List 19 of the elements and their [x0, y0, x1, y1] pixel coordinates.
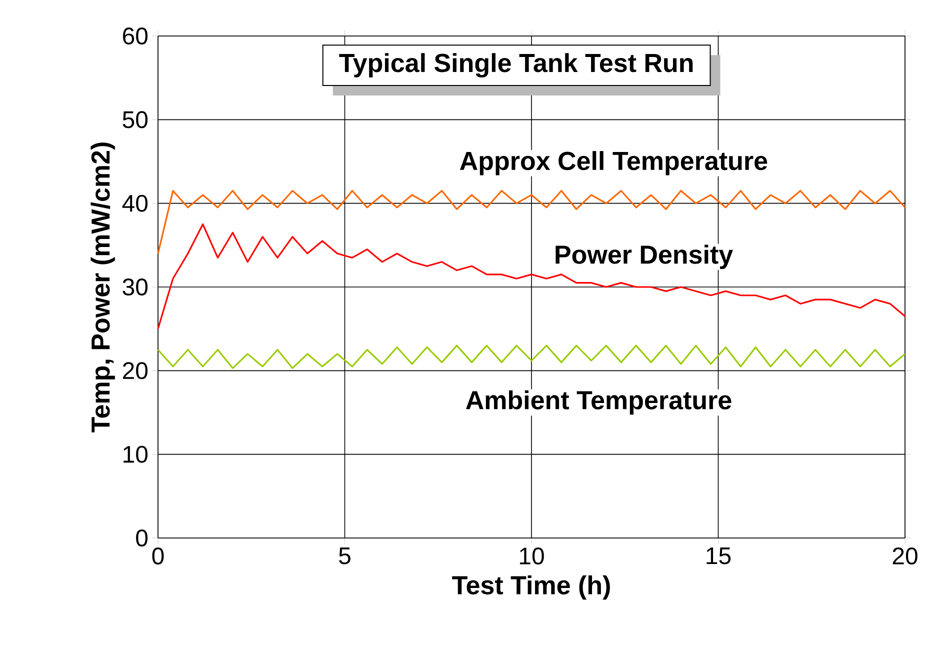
x-tick-label: 20	[892, 548, 918, 565]
y-tick-label: 20	[122, 362, 148, 380]
y-tick-label: 50	[122, 111, 148, 128]
series-label: Ambient Temperature	[466, 390, 732, 415]
x-tick-label: 0	[152, 548, 164, 565]
text: Typical Single Tank Test Run	[339, 53, 693, 78]
line-series	[157, 344, 906, 369]
y-tick-label: 60	[123, 27, 148, 44]
series-label: Power Density	[556, 244, 733, 269]
y-tick-label: 30	[122, 278, 148, 296]
x-tick-label: 15	[706, 548, 731, 564]
y-tick-label: 40	[122, 194, 148, 212]
y-tick-label: 10	[124, 446, 148, 463]
x-tick-label: 5	[339, 548, 350, 564]
y-tick-label: 0	[136, 529, 148, 546]
x-tick-label: 10	[520, 548, 544, 565]
x-axis-title: Test Time (h)	[452, 575, 610, 600]
series-label: Approx Cell Temperature	[460, 151, 768, 176]
y-axis-title: Temp, Power (mW/cm2)	[90, 142, 115, 432]
